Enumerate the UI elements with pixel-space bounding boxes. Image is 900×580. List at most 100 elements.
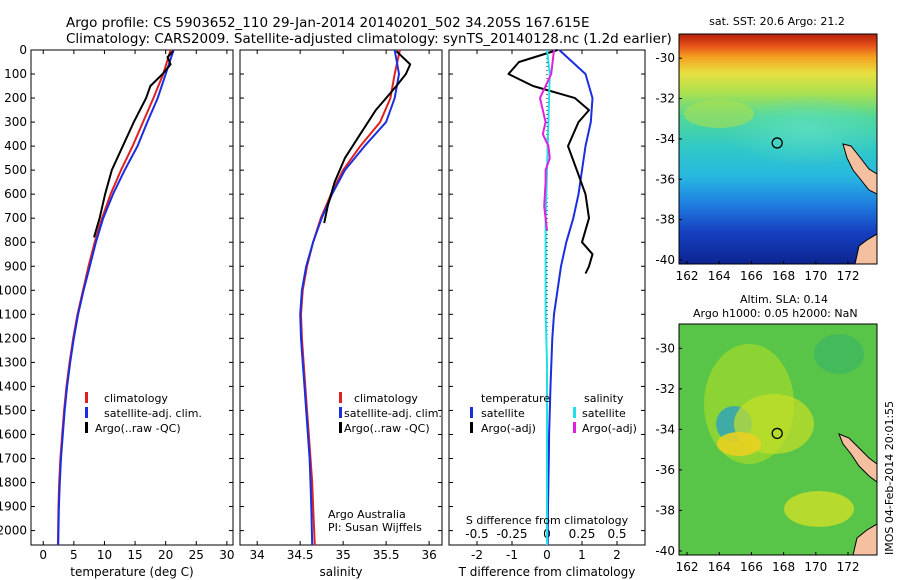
depth-tick-label: 500 bbox=[4, 163, 27, 177]
salinity-x-tick-label: 34 bbox=[250, 548, 265, 562]
float-owner-line2: PI: Susan Wijffels bbox=[328, 521, 422, 534]
legend-label-satellite: satellite-adj. clim. bbox=[344, 407, 442, 420]
imos-timestamp: IMOS 04-Feb-2014 20:01:55 bbox=[883, 401, 896, 555]
depth-tick-label: 1700 bbox=[0, 451, 27, 465]
legend-label-t-satellite: satellite bbox=[481, 407, 525, 420]
s-difference-tick-label: 0.5 bbox=[607, 527, 626, 541]
argo-position-marker bbox=[771, 427, 783, 440]
temperature-x-tick-label: 5 bbox=[70, 548, 78, 562]
temperature-x-axis: 0 5 10 15 20 25 30 bbox=[39, 50, 235, 562]
depth-tick-label: 1600 bbox=[0, 427, 27, 441]
map-lon-tick-label: 168 bbox=[772, 269, 795, 283]
depth-tick-label: 1500 bbox=[0, 403, 27, 417]
legend-swatch-climatology bbox=[339, 392, 342, 403]
map-lon-tick-label: 168 bbox=[772, 560, 795, 574]
map-lon-tick-label: 166 bbox=[740, 560, 763, 574]
depth-tick-label: 0 bbox=[19, 43, 27, 57]
s-difference-x-axis: -0.5-0.2500.250.5 bbox=[465, 527, 626, 541]
temperature-panel-frame bbox=[30, 49, 234, 546]
t-difference-x-tick-label: 0 bbox=[543, 548, 551, 562]
legend-swatch-t-satellite bbox=[470, 407, 473, 418]
temperature-x-tick-label: 10 bbox=[97, 548, 112, 562]
temperature-x-tick-label: 25 bbox=[189, 548, 204, 562]
map-lat-tick-label: -38 bbox=[655, 503, 675, 517]
temperature-x-tick-label: 0 bbox=[39, 548, 47, 562]
new-zealand-coast bbox=[838, 433, 877, 483]
depth-tick-label: 700 bbox=[4, 211, 27, 225]
sla-map-title-line2: Argo h1000: 0.05 h2000: NaN bbox=[693, 307, 858, 320]
salinity-x-axis: 34 34.5 35 35.5 36 bbox=[250, 50, 437, 562]
map-lat-tick-label: -38 bbox=[655, 213, 675, 227]
depth-tick-label: 1400 bbox=[0, 379, 27, 393]
map-lat-tick-label: -30 bbox=[655, 341, 675, 355]
sst-map-title: sat. SST: 20.6 Argo: 21.2 bbox=[709, 15, 845, 28]
depth-tick-label: 1100 bbox=[0, 307, 27, 321]
sst-warm-patch bbox=[684, 100, 754, 128]
map-lat-tick-label: -32 bbox=[655, 92, 675, 106]
figure-title-line2: Climatology: CARS2009. Satellite-adjuste… bbox=[66, 31, 672, 47]
legend-swatch-s-satellite bbox=[573, 407, 576, 418]
legend-label-s-satellite: satellite bbox=[582, 407, 626, 420]
map-lon-tick-label: 166 bbox=[740, 269, 763, 283]
t-difference-x-tick-label: -2 bbox=[471, 548, 483, 562]
depth-axis: 0 100 200 300 400 500 600 700 800 900 1000 1100 1200… bbox=[0, 43, 645, 538]
series-line-argo-raw-qc- bbox=[323, 50, 412, 224]
map-lat-tick-label: -40 bbox=[655, 544, 675, 558]
sla-yellow-patch bbox=[784, 491, 854, 527]
map-lon-tick-label: 172 bbox=[837, 560, 860, 574]
t-difference-x-label: T difference from climatology bbox=[458, 565, 636, 579]
map-lat-tick-label: -40 bbox=[655, 253, 675, 267]
t-difference-x-tick-label: 2 bbox=[613, 548, 621, 562]
salinity-x-tick-label: 35.5 bbox=[373, 548, 400, 562]
depth-tick-label: 800 bbox=[4, 235, 27, 249]
salinity-series bbox=[299, 49, 412, 546]
depth-tick-label: 1900 bbox=[0, 500, 27, 514]
legend-swatch-satellite bbox=[339, 407, 342, 418]
s-difference-top-label: S difference from climatology bbox=[466, 514, 629, 527]
series-line-satellite-adj-clim- bbox=[57, 49, 175, 546]
new-zealand-coast-south bbox=[854, 233, 877, 264]
legend-swatch-argo bbox=[339, 422, 342, 433]
map-lat-tick-label: -34 bbox=[655, 422, 675, 436]
legend-label-satellite: satellite-adj. clim. bbox=[104, 407, 202, 420]
legend-label-t-argo: Argo(-adj) bbox=[481, 422, 536, 435]
float-owner-line1: Argo Australia bbox=[328, 508, 406, 521]
salinity-x-tick-label: 36 bbox=[421, 548, 436, 562]
temperature-x-tick-label: 30 bbox=[219, 548, 234, 562]
legend-swatch-climatology bbox=[85, 392, 88, 403]
new-zealand-coast-south bbox=[852, 523, 877, 555]
s-difference-tick-label: -0.5 bbox=[465, 527, 488, 541]
depth-tick-label: 900 bbox=[4, 259, 27, 273]
legend-label-s-argo: Argo(-adj) bbox=[582, 422, 637, 435]
sla-map-title-line1: Altim. SLA: 0.14 bbox=[740, 293, 828, 306]
depth-tick-label: 200 bbox=[4, 91, 27, 105]
series-line-salinity-satellite bbox=[544, 49, 551, 545]
sst-map-frame bbox=[678, 33, 878, 265]
argo-position-marker bbox=[771, 137, 783, 149]
sla-green-patch bbox=[814, 334, 864, 374]
depth-tick-label: 100 bbox=[4, 67, 27, 81]
depth-tick-label: 400 bbox=[4, 139, 27, 153]
depth-tick-label: 1800 bbox=[0, 476, 27, 490]
sla-orange-spot bbox=[717, 432, 761, 456]
legend-swatch-argo bbox=[85, 422, 88, 433]
t-difference-x-tick-label: -1 bbox=[506, 548, 518, 562]
figure-title-line1: Argo profile: CS 5903652_110 29-Jan-2014… bbox=[66, 15, 589, 31]
map-lon-tick-label: 170 bbox=[804, 560, 827, 574]
difference-series bbox=[507, 49, 594, 546]
temperature-x-tick-label: 20 bbox=[158, 548, 173, 562]
legend-label-argo: Argo(..raw -QC) bbox=[95, 422, 181, 435]
t-difference-x-tick-label: 1 bbox=[578, 548, 586, 562]
t-difference-x-axis: -2 -1 0 1 2 bbox=[471, 50, 621, 562]
s-difference-tick-label: 0.25 bbox=[569, 527, 596, 541]
series-line-satellite-adj-clim- bbox=[299, 49, 400, 546]
series-line-temperature-argo-adj- bbox=[507, 49, 594, 274]
legend-swatch-t-argo bbox=[470, 422, 473, 433]
map-lon-tick-label: 172 bbox=[837, 269, 860, 283]
map-lon-tick-label: 162 bbox=[676, 269, 699, 283]
map-lat-tick-label: -36 bbox=[655, 172, 675, 186]
s-difference-tick-label: -0.25 bbox=[496, 527, 527, 541]
depth-tick-label: 2000 bbox=[0, 524, 27, 538]
